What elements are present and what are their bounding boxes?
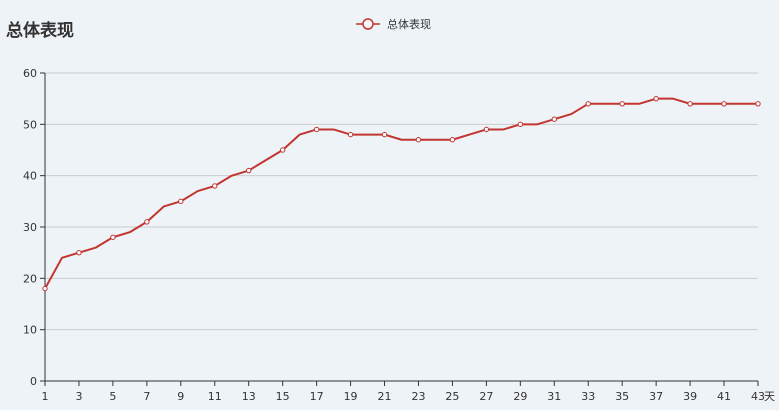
x-tick-label: 3 — [75, 390, 82, 403]
data-point[interactable] — [449, 137, 456, 143]
y-tick-label: 60 — [23, 67, 37, 80]
data-point[interactable] — [144, 219, 150, 225]
x-tick-label: 39 — [683, 390, 697, 403]
x-tick-label: 37 — [649, 390, 663, 403]
data-point[interactable] — [721, 101, 727, 107]
data-point[interactable] — [551, 116, 557, 122]
data-point[interactable] — [110, 234, 116, 240]
x-tick-label: 15 — [276, 390, 290, 403]
y-tick-label: 30 — [23, 221, 37, 234]
data-point[interactable] — [246, 167, 252, 174]
legend[interactable]: 总体表现 — [356, 17, 431, 31]
chart-title: 总体表现 — [6, 21, 74, 41]
x-tick-label: 17 — [310, 390, 324, 403]
x-tick-label: 9 — [177, 390, 184, 403]
data-point[interactable] — [415, 137, 422, 143]
data-point[interactable] — [483, 126, 490, 133]
x-tick-label: 21 — [378, 390, 392, 403]
x-tick-label: 5 — [109, 390, 116, 403]
y-tick-label: 20 — [23, 272, 37, 285]
x-tick-label: 7 — [143, 390, 150, 403]
x-tick-label: 25 — [445, 390, 459, 403]
x-tick-label: 1 — [42, 390, 49, 403]
series-line — [44, 97, 758, 290]
x-tick-label: 27 — [479, 390, 493, 403]
data-point[interactable] — [653, 95, 659, 102]
x-tick-label: 41 — [717, 390, 731, 403]
x-tick-label: 31 — [547, 390, 561, 403]
x-tick-label: 19 — [344, 390, 358, 403]
data-point[interactable] — [585, 101, 591, 107]
x-tick-label: 35 — [615, 390, 629, 403]
x-tick-label: 23 — [411, 390, 425, 403]
data-point[interactable] — [517, 121, 524, 128]
x-tick-label: 33 — [581, 390, 595, 403]
x-tick-label: 29 — [513, 390, 527, 403]
data-point[interactable] — [212, 183, 218, 189]
data-point[interactable] — [42, 285, 48, 292]
x-tick-label: 11 — [208, 390, 222, 403]
y-tick-label: 50 — [23, 118, 37, 131]
legend-label: 总体表现 — [387, 17, 431, 31]
y-tick-label: 0 — [30, 375, 37, 388]
data-point[interactable] — [755, 101, 761, 107]
y-tick-label: 40 — [23, 170, 37, 183]
data-point[interactable] — [279, 147, 286, 153]
axes — [40, 72, 759, 386]
data-point[interactable] — [313, 126, 320, 133]
x-tick-label: 43 — [751, 390, 765, 403]
data-point[interactable] — [687, 101, 693, 107]
data-point[interactable] — [619, 101, 625, 107]
x-tick-labels: 1 3 5 7 9 11 13 15 17 19 21 23 25 27 29 31 33 35 37 39 41 43 天 — [42, 390, 776, 403]
data-point[interactable] — [76, 249, 82, 256]
x-tick-label: 13 — [242, 390, 256, 403]
legend-marker — [362, 18, 374, 30]
data-point[interactable] — [381, 131, 388, 138]
gridlines — [45, 72, 758, 331]
x-axis-unit-label: 天 — [764, 390, 775, 403]
data-point[interactable] — [178, 198, 184, 205]
y-tick-labels: 0 10 20 30 40 50 60 — [23, 67, 37, 388]
y-tick-label: 10 — [23, 324, 37, 337]
data-point[interactable] — [347, 131, 354, 138]
series-layer — [42, 95, 761, 292]
